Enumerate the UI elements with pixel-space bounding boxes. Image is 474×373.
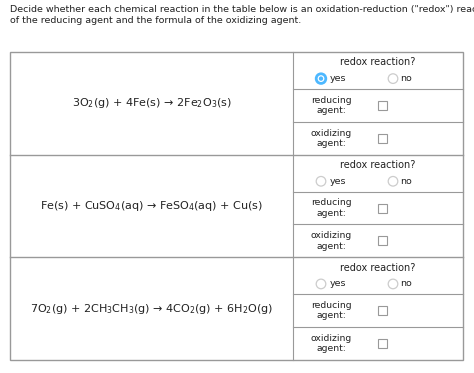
Circle shape — [316, 74, 326, 84]
Text: reducing
agent:: reducing agent: — [310, 301, 351, 320]
Bar — [379, 306, 388, 315]
Circle shape — [388, 176, 398, 186]
Text: reducing
agent:: reducing agent: — [310, 96, 351, 115]
Text: redox reaction?: redox reaction? — [340, 263, 416, 273]
Text: no: no — [400, 74, 412, 83]
Bar — [10, 52, 463, 360]
Text: Fe(s) + CuSO$_4$(aq) → FeSO$_4$(aq) + Cu(s): Fe(s) + CuSO$_4$(aq) → FeSO$_4$(aq) + Cu… — [40, 199, 263, 213]
Text: of the reducing agent and the formula of the oxidizing agent.: of the reducing agent and the formula of… — [10, 16, 301, 25]
Bar — [379, 134, 388, 143]
Text: redox reaction?: redox reaction? — [340, 57, 416, 68]
Text: reducing
agent:: reducing agent: — [310, 198, 351, 218]
Text: redox reaction?: redox reaction? — [340, 160, 416, 170]
Text: Decide whether each chemical reaction in the table below is an oxidation-reducti: Decide whether each chemical reaction in… — [10, 5, 474, 14]
Bar — [379, 204, 388, 213]
Circle shape — [388, 279, 398, 289]
Text: yes: yes — [330, 177, 346, 186]
Text: oxidizing
agent:: oxidizing agent: — [310, 231, 352, 251]
Bar — [379, 101, 388, 110]
Bar — [379, 236, 388, 245]
Text: oxidizing
agent:: oxidizing agent: — [310, 129, 352, 148]
Circle shape — [316, 279, 326, 289]
Circle shape — [388, 74, 398, 84]
Text: no: no — [400, 177, 412, 186]
Text: 7O$_2$(g) + 2CH$_3$CH$_3$(g) → 4CO$_2$(g) + 6H$_2$O(g): 7O$_2$(g) + 2CH$_3$CH$_3$(g) → 4CO$_2$(g… — [30, 302, 273, 316]
Text: 3O$_2$(g) + 4Fe(s) → 2Fe$_2$O$_3$(s): 3O$_2$(g) + 4Fe(s) → 2Fe$_2$O$_3$(s) — [72, 96, 231, 110]
Text: yes: yes — [330, 74, 346, 83]
Text: no: no — [400, 279, 412, 288]
Circle shape — [316, 176, 326, 186]
Text: oxidizing
agent:: oxidizing agent: — [310, 334, 352, 353]
Circle shape — [319, 76, 323, 81]
Text: yes: yes — [330, 279, 346, 288]
Bar — [379, 339, 388, 348]
